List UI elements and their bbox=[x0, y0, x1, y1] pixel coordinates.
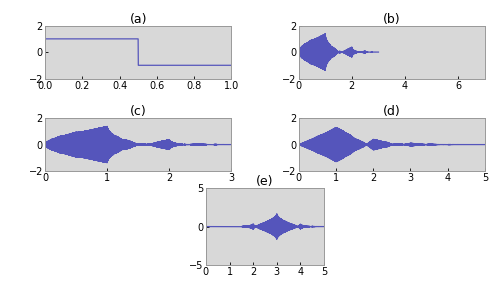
Title: (a): (a) bbox=[130, 13, 147, 26]
Title: (e): (e) bbox=[256, 175, 274, 188]
Title: (c): (c) bbox=[130, 105, 146, 118]
Title: (d): (d) bbox=[383, 105, 400, 118]
Title: (b): (b) bbox=[383, 13, 400, 26]
